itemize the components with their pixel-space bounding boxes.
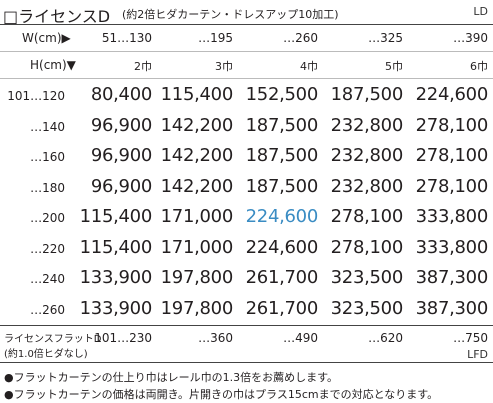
price-cell: 224,600 bbox=[245, 206, 319, 227]
row-height-label: …260 bbox=[30, 303, 65, 317]
panel-unit-3: 4巾 bbox=[300, 60, 318, 73]
price-cell: 323,500 bbox=[330, 267, 404, 288]
flat-label-line2: (約1.0倍ヒダなし) bbox=[4, 349, 88, 360]
width-header-label: W(cm)▶ bbox=[22, 31, 71, 45]
price-cell: 278,100 bbox=[415, 145, 489, 166]
price-cell: 96,900 bbox=[90, 176, 152, 197]
row-height-label: …180 bbox=[30, 181, 65, 195]
price-cell: 387,300 bbox=[415, 267, 489, 288]
flat-width-5: …750 bbox=[453, 331, 488, 345]
price-cell: 278,100 bbox=[415, 115, 489, 136]
price-cell: 115,400 bbox=[79, 237, 153, 258]
row-height-label: …200 bbox=[30, 211, 65, 225]
panel-unit-5: 6巾 bbox=[470, 60, 488, 73]
price-cell: 197,800 bbox=[160, 298, 234, 319]
price-cell: 333,800 bbox=[415, 206, 489, 227]
height-header-label: H(cm)▼ bbox=[30, 58, 76, 72]
price-cell: 187,500 bbox=[330, 84, 404, 105]
row-height-label: …220 bbox=[30, 242, 65, 256]
price-cell: 187,500 bbox=[245, 176, 319, 197]
note-1: ●フラットカーテンの仕上り巾はレール巾の1.3倍をお薦めします。 bbox=[4, 371, 338, 384]
row-height-label: 101…120 bbox=[7, 89, 65, 103]
panel-unit-2: 3巾 bbox=[215, 60, 233, 73]
price-cell: 278,100 bbox=[415, 176, 489, 197]
flat-width-3: …490 bbox=[283, 331, 318, 345]
flat-width-2: …360 bbox=[198, 331, 233, 345]
width-col-3: …260 bbox=[283, 31, 318, 45]
row-height-label: …160 bbox=[30, 150, 65, 164]
panel-unit-1: 2巾 bbox=[134, 60, 152, 73]
price-cell: 152,500 bbox=[245, 84, 319, 105]
flat-bottom-rule bbox=[0, 362, 493, 363]
row-height-label: …140 bbox=[30, 120, 65, 134]
price-cell: 232,800 bbox=[330, 176, 404, 197]
width-col-1: 51…130 bbox=[101, 31, 152, 45]
units-divider bbox=[0, 78, 493, 79]
flat-width-1: 101…230 bbox=[94, 331, 152, 345]
product-title: □ライセンスD bbox=[3, 7, 111, 26]
price-cell: 261,700 bbox=[245, 267, 319, 288]
price-cell: 133,900 bbox=[79, 298, 153, 319]
note-2: ●フラットカーテンの価格は両開き。片開きの巾はプラス15cmまでの対応となります… bbox=[4, 388, 439, 401]
price-cell: 232,800 bbox=[330, 145, 404, 166]
price-cell: 278,100 bbox=[330, 237, 404, 258]
product-code: LD bbox=[473, 5, 488, 18]
panel-unit-4: 5巾 bbox=[385, 60, 403, 73]
price-cell: 80,400 bbox=[90, 84, 152, 105]
price-cell: 187,500 bbox=[245, 115, 319, 136]
width-col-4: …325 bbox=[368, 31, 403, 45]
price-cell: 115,400 bbox=[79, 206, 153, 227]
price-cell: 171,000 bbox=[160, 206, 234, 227]
header-divider bbox=[0, 51, 493, 52]
row-height-label: …240 bbox=[30, 272, 65, 286]
table-top-rule bbox=[0, 24, 493, 25]
flat-width-4: …620 bbox=[368, 331, 403, 345]
price-cell: 224,600 bbox=[245, 237, 319, 258]
price-cell: 232,800 bbox=[330, 115, 404, 136]
price-cell: 115,400 bbox=[160, 84, 234, 105]
price-cell: 96,900 bbox=[90, 115, 152, 136]
price-cell: 142,200 bbox=[160, 176, 234, 197]
price-cell: 333,800 bbox=[415, 237, 489, 258]
flat-product-code: LFD bbox=[467, 348, 488, 361]
price-cell: 261,700 bbox=[245, 298, 319, 319]
width-col-5: …390 bbox=[453, 31, 488, 45]
price-cell: 96,900 bbox=[90, 145, 152, 166]
price-cell: 387,300 bbox=[415, 298, 489, 319]
price-cell: 187,500 bbox=[245, 145, 319, 166]
flat-label-line1: ライセンスフラットD bbox=[4, 334, 102, 345]
price-cell: 224,600 bbox=[415, 84, 489, 105]
product-subtitle: (約2倍ヒダカーテン・ドレスアップ10加工) bbox=[122, 8, 339, 21]
price-cell: 142,200 bbox=[160, 145, 234, 166]
price-cell: 133,900 bbox=[79, 267, 153, 288]
price-cell: 171,000 bbox=[160, 237, 234, 258]
price-cell: 278,100 bbox=[330, 206, 404, 227]
price-cell: 197,800 bbox=[160, 267, 234, 288]
width-col-2: …195 bbox=[198, 31, 233, 45]
table-bottom-rule bbox=[0, 325, 493, 326]
price-cell: 142,200 bbox=[160, 115, 234, 136]
price-cell: 323,500 bbox=[330, 298, 404, 319]
